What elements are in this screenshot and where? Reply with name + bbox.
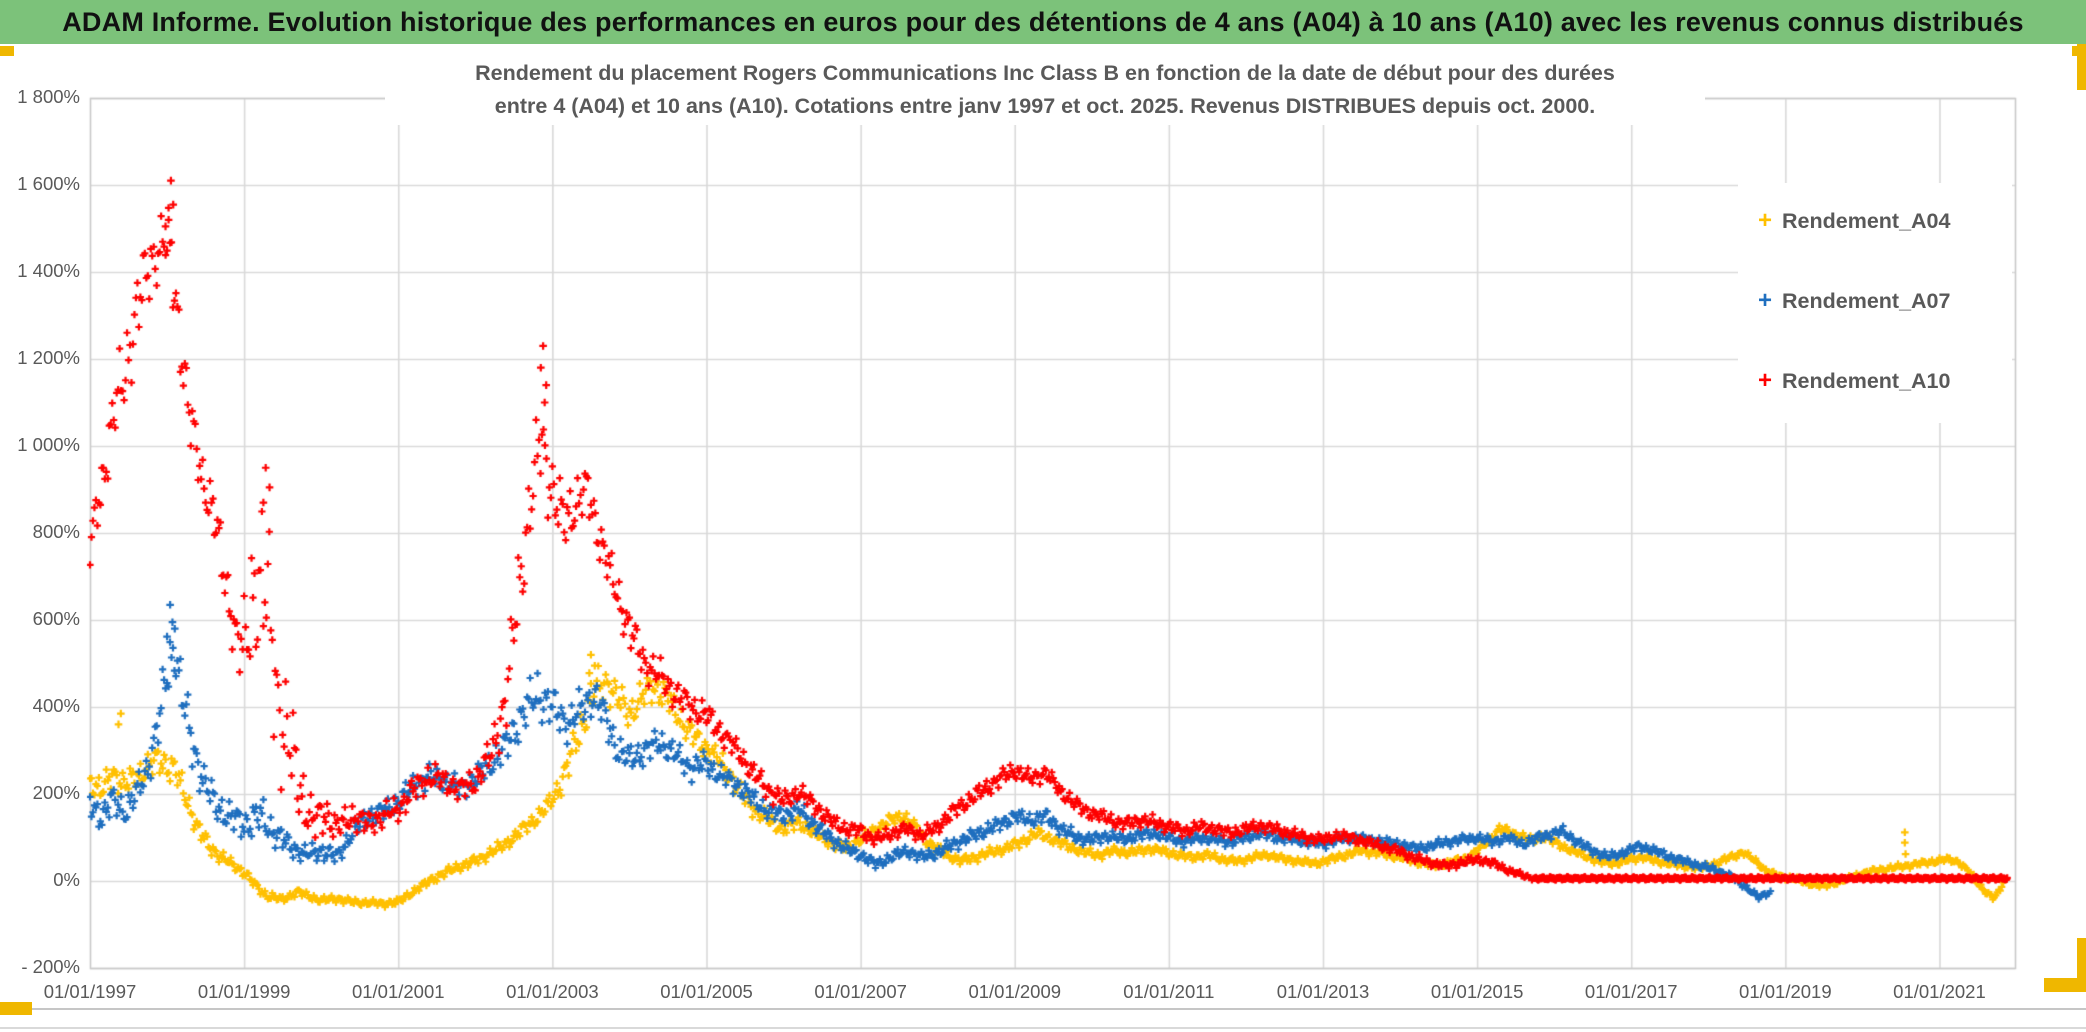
x-axis-tick-label: 01/01/2011	[1123, 981, 1215, 1002]
gold-border-right-top	[2077, 44, 2086, 90]
x-axis-tick-label: 01/01/2015	[1430, 981, 1524, 1002]
legend-label: Rendement_A07	[1782, 288, 1951, 313]
plus-marker-icon: +	[1757, 367, 1772, 394]
gold-border-corner	[2044, 978, 2086, 992]
x-axis-tick-label: 01/01/2007	[814, 981, 907, 1002]
legend-label: Rendement_A04	[1782, 208, 1951, 233]
plus-marker-icon: +	[1757, 207, 1772, 234]
y-axis-tick-label: 1 800%	[17, 86, 80, 107]
legend-item-rendement_a10: + Rendement_A10	[1750, 361, 1951, 401]
legend-item-rendement_a04: + Rendement_A04	[1750, 201, 1951, 241]
report-title: ADAM Informe. Evolution historique des p…	[62, 6, 2024, 37]
chart-legend: + Rendement_A04 + Rendement_A07 + Rendement_A…	[1738, 183, 2012, 423]
legend-label: Rendement_A10	[1782, 368, 1951, 393]
y-axis-tick-label: 600%	[32, 608, 80, 629]
y-axis-tick-label: 1 000%	[17, 434, 80, 455]
legend-item-rendement_a07: + Rendement_A07	[1750, 281, 1951, 321]
y-axis-tick-label: 800%	[32, 521, 80, 542]
worksheet-gridline-upper	[32, 1008, 2086, 1010]
y-axis-tick-label: 1 600%	[17, 173, 80, 194]
y-axis-tick-label: 0%	[53, 869, 80, 890]
gold-border-top-left	[0, 46, 14, 56]
report-header-bar: ADAM Informe. Evolution historique des p…	[0, 0, 2086, 44]
x-axis-tick-label: 01/01/2009	[968, 981, 1062, 1002]
y-axis-tick-label: 1 200%	[17, 347, 80, 368]
x-axis-tick-label: 01/01/1997	[43, 981, 137, 1002]
x-axis-tick-label: 01/01/2019	[1739, 981, 1832, 1002]
y-axis-tick-label: 400%	[32, 695, 80, 716]
x-axis-tick-label: 01/01/1999	[197, 981, 291, 1002]
x-axis-tick-label: 01/01/2001	[351, 981, 445, 1002]
x-axis-tick-label: 01/01/2013	[1276, 981, 1370, 1002]
gold-border-right-bottom	[2077, 938, 2086, 992]
plus-marker-icon: +	[1757, 287, 1772, 314]
y-axis-tick-label: 200%	[32, 782, 80, 803]
y-axis-tick-label: - 200%	[21, 956, 80, 977]
y-axis-tick-label: 1 400%	[17, 260, 80, 281]
chart-title: Rendement du placement Rogers Communicat…	[385, 57, 1705, 125]
chart-title-line2: entre 4 (A04) et 10 ans (A10). Cotations…	[494, 94, 1596, 118]
x-axis-tick-label: 01/01/2017	[1584, 981, 1678, 1002]
x-axis-tick-label: 01/01/2005	[660, 981, 753, 1002]
x-axis-tick-label: 01/01/2021	[1893, 981, 1986, 1002]
x-axis-tick-label: 01/01/2003	[506, 981, 599, 1002]
chart-title-line1: Rendement du placement Rogers Communicat…	[475, 61, 1615, 85]
worksheet-gridline-lower	[0, 1027, 2086, 1029]
gold-border-bottom-left	[0, 1002, 32, 1015]
